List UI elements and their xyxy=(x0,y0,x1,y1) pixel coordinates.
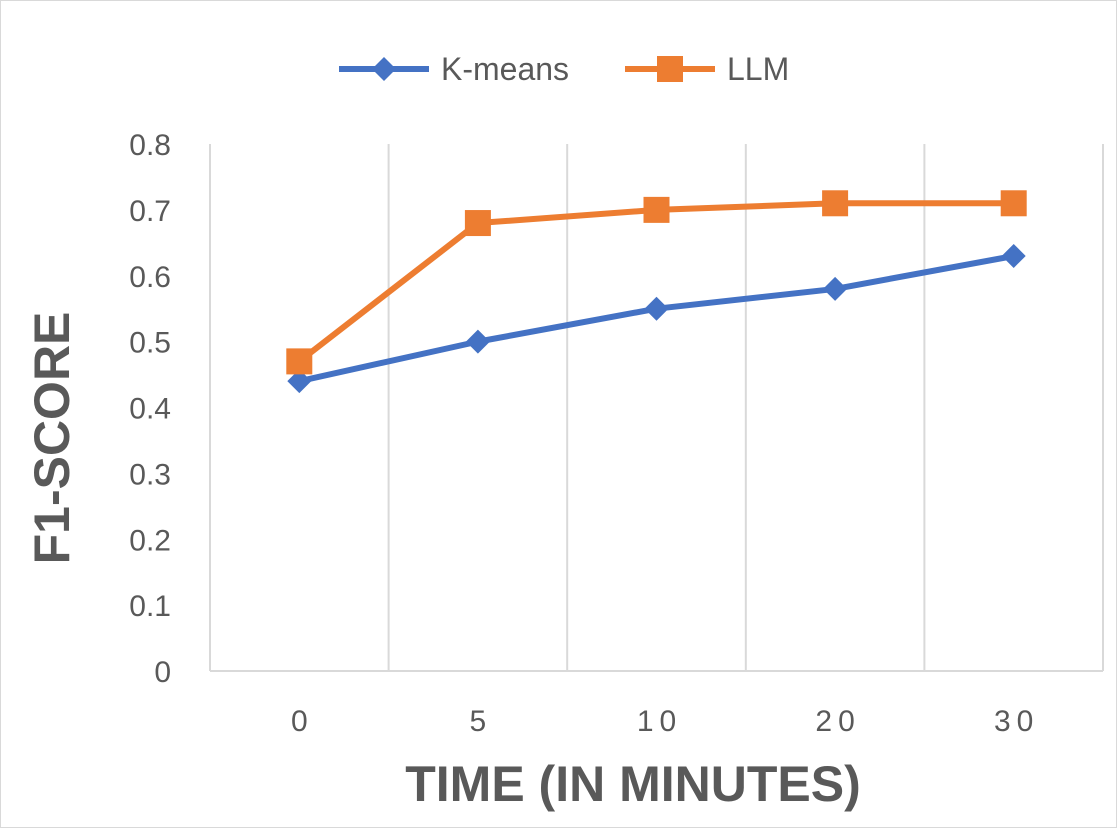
y-tick-label: 0.2 xyxy=(129,524,171,557)
data-point-square xyxy=(1000,190,1027,217)
axes xyxy=(209,144,1103,672)
data-point-square xyxy=(286,348,313,375)
data-point-diamond xyxy=(287,369,312,394)
y-tick-label: 0.4 xyxy=(129,393,171,426)
y-axis-title: F1-SCORE xyxy=(24,312,80,565)
x-tick-label: 10 xyxy=(637,705,682,738)
data-point-diamond xyxy=(823,276,848,301)
x-axis-title: TIME (IN MINUTES) xyxy=(405,756,861,812)
legend-marker-square xyxy=(657,56,683,82)
legend-label: K-means xyxy=(441,51,569,87)
series-llm xyxy=(286,190,1027,375)
data-point-diamond xyxy=(644,296,669,321)
legend-label: LLM xyxy=(727,51,789,87)
gridlines xyxy=(387,144,1104,671)
y-tick-label: 0.7 xyxy=(129,195,171,228)
x-tick-label: 20 xyxy=(815,705,860,738)
x-tick-label: 5 xyxy=(470,705,493,738)
x-tick-label: 30 xyxy=(994,705,1039,738)
x-axis-ticks: 0 5 10 20 30 xyxy=(291,705,1039,738)
y-tick-label: 0 xyxy=(154,656,171,689)
series-layer xyxy=(286,190,1027,394)
series-k-means xyxy=(287,243,1026,394)
y-tick-label: 0.8 xyxy=(129,129,171,162)
data-point-diamond xyxy=(1001,243,1026,268)
y-tick-label: 0.3 xyxy=(129,458,171,491)
series-line xyxy=(297,200,1014,364)
legend: K-means LLM xyxy=(339,51,789,87)
legend-item: K-means xyxy=(339,51,569,87)
data-point-diamond xyxy=(465,329,490,354)
data-point-square xyxy=(643,196,670,223)
legend-item: LLM xyxy=(625,51,789,87)
y-tick-label: 0.1 xyxy=(129,590,171,623)
x-tick-label: 0 xyxy=(291,705,314,738)
y-tick-label: 0.6 xyxy=(129,261,171,294)
y-axis-ticks: 0 0.1 0.2 0.3 0.4 0.5 0.6 0.7 0.8 xyxy=(129,129,171,689)
y-tick-label: 0.5 xyxy=(129,327,171,360)
data-point-square xyxy=(822,190,849,217)
legend-marker-diamond xyxy=(372,57,396,81)
data-point-square xyxy=(464,210,491,237)
